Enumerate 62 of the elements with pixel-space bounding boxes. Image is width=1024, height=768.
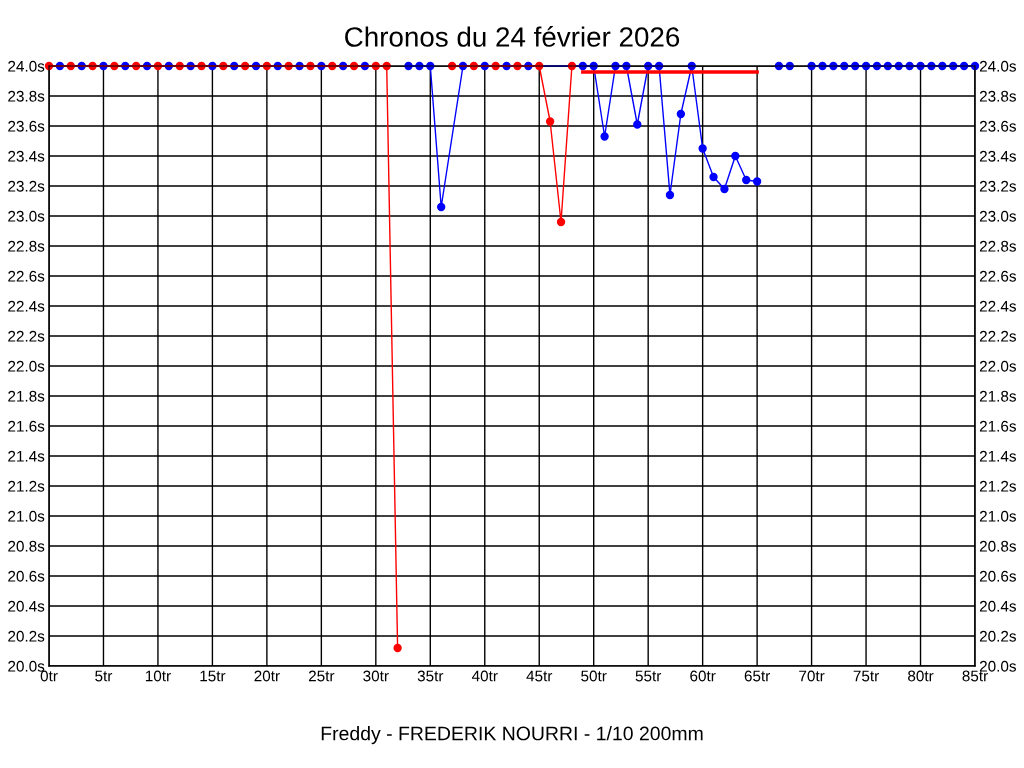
y-tick-label: 22.6s [8, 270, 45, 282]
y-tick-label: 20.4s [8, 600, 45, 612]
x-tick-label: 85tr [962, 670, 988, 682]
y2-tick-label: 22.2s [979, 330, 1016, 342]
y-tick-label: 21.0s [8, 510, 45, 522]
y-tick-label: 23.2s [8, 180, 45, 192]
y-tick-label: 20.0s [8, 660, 45, 672]
y2-tick-label: 20.8s [979, 540, 1016, 552]
x-tick-label: 55tr [635, 670, 662, 682]
y2-tick-label: 21.0s [979, 510, 1016, 522]
x-tick-label: 10tr [145, 670, 171, 682]
y-tick-label: 23.6s [8, 120, 45, 132]
x-tick-label: 65tr [744, 670, 771, 682]
y2-tick-label: 22.4s [979, 300, 1016, 312]
y2-tick-label: 23.0s [979, 210, 1016, 222]
y-tick-label: 22.2s [8, 330, 45, 342]
y2-tick-label: 23.6s [979, 120, 1016, 132]
x-tick-label: 0tr [40, 670, 58, 682]
y-tick-label: 22.0s [8, 360, 45, 372]
y2-tick-label: 23.2s [979, 180, 1016, 192]
x-tick-label: 80tr [908, 670, 934, 682]
y-tick-label: 20.2s [8, 630, 45, 642]
x-axis-title: Freddy - FREDERIK NOURRI - 1/10 200mm [321, 726, 703, 745]
x-tick-label: 40tr [471, 670, 498, 682]
y-tick-label: 23.0s [8, 210, 45, 222]
y2-tick-label: 21.4s [979, 450, 1016, 462]
y2-tick-label: 23.8s [979, 90, 1016, 102]
y2-tick-label: 20.0s [979, 660, 1016, 672]
x-tick-label: 5tr [95, 670, 113, 682]
y2-tick-label: 23.4s [979, 150, 1016, 162]
y-tick-label: 22.4s [8, 300, 45, 312]
x-tick-label: 50tr [581, 670, 607, 682]
y2-tick-label: 22.0s [979, 360, 1016, 372]
y2-tick-label: 20.6s [979, 570, 1016, 582]
y-tick-label: 20.6s [8, 570, 45, 582]
y-tick-label: 21.6s [8, 420, 45, 432]
y2-tick-label: 20.2s [979, 630, 1016, 642]
y-tick-label: 20.8s [8, 540, 45, 552]
y2-tick-label: 22.6s [979, 270, 1016, 282]
y2-tick-label: 21.8s [979, 390, 1016, 402]
y-tick-label: 23.8s [8, 90, 45, 102]
chart-title: Chronos du 24 février 2026 [345, 26, 680, 47]
x-tick-label: 60tr [690, 670, 716, 682]
x-tick-label: 75tr [853, 670, 879, 682]
x-tick-label: 35tr [417, 670, 444, 682]
y2-tick-label: 21.6s [979, 420, 1016, 432]
y-tick-label: 21.4s [8, 450, 45, 462]
x-tick-label: 20tr [254, 670, 280, 682]
x-tick-label: 45tr [526, 670, 553, 682]
y-tick-label: 21.2s [8, 480, 45, 492]
y-tick-label: 23.4s [8, 150, 45, 162]
x-tick-label: 25tr [308, 670, 335, 682]
x-tick-label: 70tr [799, 670, 825, 682]
x-tick-label: 15tr [200, 670, 226, 682]
y-tick-label: 24.0s [8, 60, 45, 72]
y-tick-label: 22.8s [8, 240, 45, 252]
y2-tick-label: 22.8s [979, 240, 1016, 252]
y2-tick-label: 21.2s [979, 480, 1016, 492]
y2-tick-label: 24.0s [979, 60, 1016, 72]
y-tick-label: 21.8s [8, 390, 45, 402]
y2-tick-label: 20.4s [979, 600, 1016, 612]
x-tick-label: 30tr [363, 670, 389, 682]
